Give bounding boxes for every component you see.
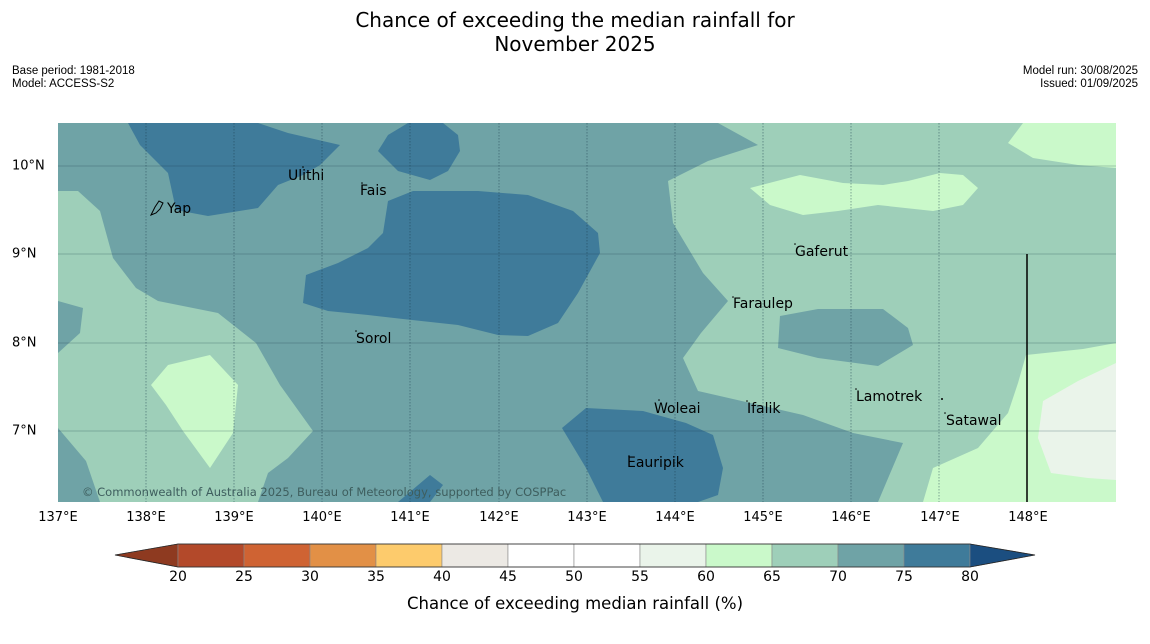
lon-label-148: 148°E [1008, 510, 1048, 525]
colorbar-label: Chance of exceeding median rainfall (%) [406, 594, 744, 613]
place-label-gaferut: Gaferut [795, 244, 849, 260]
lon-label-143: 143°E [567, 510, 607, 525]
lon-label-146: 146°E [831, 510, 871, 525]
colorbar-bin-25-30 [243, 543, 311, 568]
place-label-faraulep: Faraulep [733, 296, 793, 312]
colorbar-bin-40-45 [441, 543, 509, 568]
place-label-ifalik: Ifalik [747, 401, 781, 417]
colorbar-tick-45: 45 [499, 569, 517, 585]
colorbar-bin-55-60 [639, 543, 707, 568]
model-name: Model: ACCESS-S2 [12, 78, 115, 90]
colorbar-tick-80: 80 [961, 569, 979, 585]
colorbar-tick-40: 40 [433, 569, 451, 585]
colorbar-bin-65-70 [771, 543, 839, 568]
region-65-70-west [58, 191, 313, 502]
place-label-woleai: Woleai [654, 401, 701, 417]
colorbar-bin-20-25 [177, 543, 245, 568]
lon-label-137: 137°E [38, 510, 78, 525]
lon-label-138: 138°E [126, 510, 166, 525]
yap-island-icon [149, 200, 164, 216]
region-60-65-north [750, 173, 978, 215]
colorbar-bin-75-80 [903, 543, 971, 568]
place-label-fais: Fais [360, 183, 387, 199]
colorbar-tick-35: 35 [367, 569, 385, 585]
model-run: Model run: 30/08/2025 [1022, 65, 1138, 77]
colorbar-bin-35-40 [375, 543, 443, 568]
region-60-65-west [151, 355, 238, 468]
colorbar-tick-25: 25 [235, 569, 253, 585]
island-markers [302, 166, 946, 457]
place-label-eauripik: Eauripik [627, 455, 685, 471]
title-line-1: Chance of exceeding the median rainfall … [355, 8, 795, 32]
colorbar-bin-45-50 [507, 543, 575, 568]
colorbar-tick-60: 60 [697, 569, 715, 585]
lat-label-10n: 10°N [12, 158, 45, 174]
colorbar-tick-55: 55 [631, 569, 649, 585]
colorbar-bin-70-75 [837, 543, 905, 568]
lon-label-144: 144°E [655, 510, 695, 525]
lon-label-141: 141°E [390, 510, 430, 525]
base-period: Base period: 1981-2018 [12, 65, 135, 77]
region-65-70-east [668, 123, 1116, 502]
copyright-text: © Commonwealth of Australia 2025, Bureau… [82, 485, 566, 499]
region-60-65-northeast [1008, 123, 1116, 168]
colorbar-bin-30-35 [309, 543, 377, 568]
region-75-80-ulithi [378, 123, 460, 180]
graticule [58, 123, 1116, 502]
region-75-80-south [562, 408, 723, 502]
region-75-80-southwest [398, 475, 443, 502]
colorbar-bin-60-65 [705, 543, 773, 568]
region-70-75-east [778, 309, 913, 366]
colorbar-arrow-high [969, 543, 1036, 568]
colorbar-tick-50: 50 [565, 569, 583, 585]
title-line-2: November 2025 [494, 32, 656, 56]
region-55-60-southeast [1038, 363, 1116, 480]
colorbar-tick-75: 75 [895, 569, 913, 585]
lon-label-140: 140°E [302, 510, 342, 525]
lon-label-147: 147°E [920, 510, 960, 525]
meta-right: Model run: 30/08/2025 Issued: 01/09/2025 [1023, 65, 1138, 91]
place-label-yap: Yap [166, 201, 191, 217]
map-title: Chance of exceeding the median rainfall … [0, 8, 1150, 56]
colorbar [114, 543, 1036, 568]
colorbar-tick-70: 70 [829, 569, 847, 585]
rainfall-map: Yap Ulithi Fais Gaferut Faraulep Sorol L… [58, 123, 1116, 502]
lat-label-9n: 9°N [12, 246, 37, 262]
lon-label-145: 145°E [743, 510, 783, 525]
lon-label-139: 139°E [214, 510, 254, 525]
lat-label-7n: 7°N [12, 423, 37, 439]
meta-left: Base period: 1981-2018 Model: ACCESS-S2 [12, 65, 135, 91]
place-label-ulithi: Ulithi [288, 168, 324, 184]
colorbar-tick-65: 65 [763, 569, 781, 585]
issued-date: Issued: 01/09/2025 [1040, 78, 1138, 90]
colorbar-arrow-low [114, 543, 179, 568]
region-75-80-central [303, 191, 600, 336]
lon-label-142: 142°E [479, 510, 519, 525]
colorbar-bin-50-55 [573, 543, 641, 568]
place-label-satawal: Satawal [946, 413, 1001, 429]
colorbar-tick-30: 30 [301, 569, 319, 585]
colorbar-tick-20: 20 [169, 569, 187, 585]
place-label-lamotrek: Lamotrek [856, 389, 923, 405]
lat-label-8n: 8°N [12, 335, 37, 351]
place-label-sorol: Sorol [356, 331, 391, 347]
